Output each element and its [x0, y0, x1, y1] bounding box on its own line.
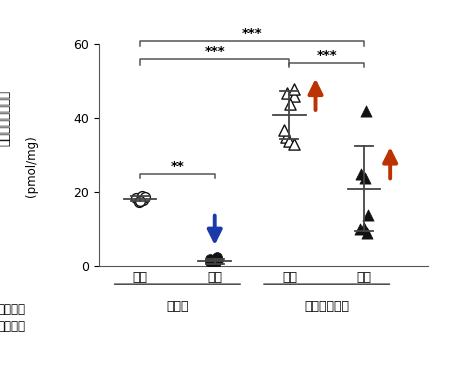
Point — [141, 194, 149, 200]
Point — [290, 141, 297, 147]
Point — [361, 175, 368, 181]
Point — [209, 260, 216, 266]
Point — [358, 171, 365, 177]
Point — [287, 101, 294, 107]
Text: ***: *** — [316, 49, 337, 62]
Point — [139, 193, 146, 199]
Text: ***: *** — [204, 45, 225, 58]
Point — [291, 86, 298, 92]
Point — [207, 259, 214, 265]
Point — [207, 256, 214, 262]
Point — [210, 260, 217, 266]
Point — [132, 195, 139, 201]
Text: 脳内ベタイン含量: 脳内ベタイン含量 — [0, 90, 11, 147]
Point — [211, 262, 218, 268]
Text: **: ** — [171, 160, 184, 173]
Point — [213, 254, 220, 260]
Point — [283, 134, 290, 140]
Point — [136, 199, 143, 205]
Point — [363, 230, 370, 236]
Point — [137, 198, 144, 204]
Text: 水投与: 水投与 — [166, 300, 189, 313]
Point — [285, 138, 292, 144]
Point — [140, 197, 147, 203]
Point — [211, 258, 218, 264]
Point — [362, 108, 369, 114]
Point — [284, 90, 291, 95]
Point — [356, 226, 364, 232]
Text: ベタイン
合成酵素: ベタイン 合成酵素 — [0, 303, 25, 333]
Point — [281, 127, 288, 132]
Point — [214, 257, 221, 263]
Point — [364, 212, 372, 218]
Point — [361, 225, 368, 231]
Point — [290, 93, 297, 99]
Text: ベタイン投与: ベタイン投与 — [304, 300, 349, 313]
Text: ***: *** — [242, 27, 262, 40]
Text: (pmol/mg): (pmol/mg) — [25, 136, 38, 197]
